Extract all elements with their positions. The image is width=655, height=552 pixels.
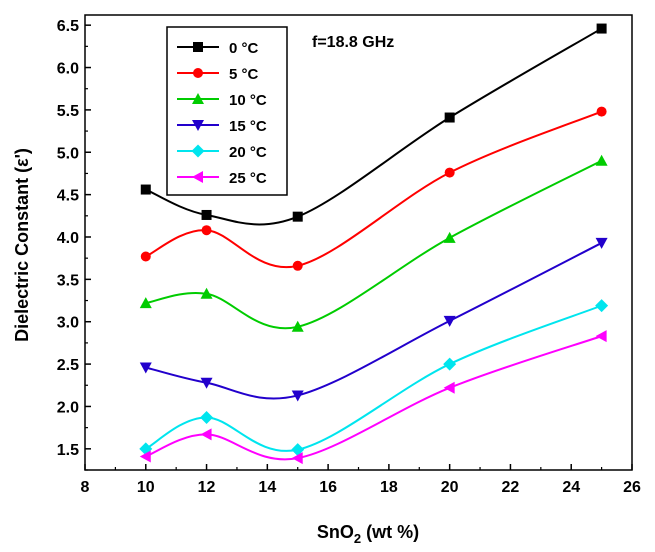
data-point-square <box>140 184 151 195</box>
x-tick-label: 22 <box>502 479 520 496</box>
data-point-triangle-up <box>192 93 204 104</box>
data-point-square <box>444 112 455 123</box>
series-line <box>145 110 602 269</box>
data-point-circle <box>444 167 455 178</box>
x-tick-label: 16 <box>319 479 337 496</box>
data-point-diamond <box>443 357 457 371</box>
data-point-triangle-down <box>200 377 213 389</box>
series-line <box>145 27 603 226</box>
y-tick-label: 4.5 <box>57 188 79 205</box>
data-point-triangle-up <box>291 320 304 332</box>
series-5c <box>140 106 607 271</box>
data-point-circle <box>201 225 212 236</box>
data-point-circle <box>292 260 303 271</box>
series-20c <box>139 299 609 457</box>
data-point-triangle-up <box>595 154 608 166</box>
x-tick-label: 26 <box>623 479 641 496</box>
legend: 0 °C 5 °C 10 °C 15 °C 20 °C 25 °C <box>166 26 288 196</box>
series-25c <box>139 330 607 465</box>
x-tick-label: 14 <box>258 479 276 496</box>
legend-label: 20 °C <box>229 144 267 161</box>
x-tick-label: 10 <box>137 479 155 496</box>
data-point-diamond <box>191 144 205 158</box>
x-tick-label: 8 <box>81 479 90 496</box>
data-point-triangle-left <box>291 452 303 465</box>
legend-box <box>166 26 288 196</box>
y-tick-label: 3.5 <box>57 272 79 289</box>
data-point-triangle-down <box>443 315 456 327</box>
data-point-triangle-down <box>595 237 608 249</box>
legend-label: 0 °C <box>229 40 259 57</box>
data-point-triangle-down <box>192 120 204 131</box>
series-line <box>145 335 602 461</box>
y-axis-title: Dielectric Constant (ε') <box>12 148 32 342</box>
data-point-diamond <box>200 410 214 424</box>
y-tick-label: 5.5 <box>57 103 79 120</box>
series-10c <box>139 154 608 332</box>
data-point-circle <box>596 106 607 117</box>
data-point-triangle-left <box>595 330 607 343</box>
y-tick-label: 4.0 <box>57 230 79 247</box>
data-point-triangle-up <box>200 287 213 299</box>
plot-area <box>139 23 609 465</box>
data-point-triangle-left <box>139 450 151 463</box>
data-point-diamond <box>291 443 305 457</box>
series-0c <box>140 23 607 226</box>
y-tick-label: 5.0 <box>57 145 79 162</box>
axes: 8 10 12 14 16 18 20 22 24 26 1.5 2.0 2.5 3.0 3.5 4.0 4.5… <box>57 14 641 496</box>
y-tick-label: 6.5 <box>57 18 79 35</box>
y-tick-label: 1.5 <box>57 442 79 459</box>
x-tick-label: 18 <box>380 479 398 496</box>
data-point-diamond <box>595 299 609 313</box>
data-point-triangle-up <box>139 297 152 309</box>
y-tick-label: 2.0 <box>57 399 79 416</box>
frequency-annotation: f=18.8 GHz <box>312 34 394 51</box>
y-tick-label: 3.0 <box>57 315 79 332</box>
x-tick-label: 12 <box>198 479 216 496</box>
series-line <box>145 242 603 400</box>
y-tick-label: 2.5 <box>57 357 79 374</box>
y-tick-label: 6.0 <box>57 61 79 78</box>
data-point-triangle-left <box>200 428 212 441</box>
series-line <box>145 304 602 452</box>
data-point-square <box>193 42 203 52</box>
data-point-triangle-down <box>139 362 152 374</box>
legend-label: 25 °C <box>229 170 267 187</box>
data-point-triangle-left <box>192 171 203 183</box>
legend-label: 10 °C <box>229 92 267 109</box>
data-point-square <box>292 211 303 222</box>
series-15c <box>139 237 608 402</box>
data-point-square <box>201 209 212 220</box>
x-tick-label: 24 <box>562 479 580 496</box>
data-point-square <box>596 23 607 34</box>
legend-label: 15 °C <box>229 118 267 135</box>
legend-label: 5 °C <box>229 66 259 83</box>
data-point-triangle-down <box>291 390 304 402</box>
x-axis-title: SnO2 (wt %) <box>317 522 419 546</box>
data-point-circle <box>193 68 203 78</box>
x-tick-label: 20 <box>441 479 459 496</box>
data-point-triangle-up <box>443 231 456 243</box>
data-point-triangle-left <box>443 381 455 394</box>
data-point-circle <box>140 251 151 262</box>
